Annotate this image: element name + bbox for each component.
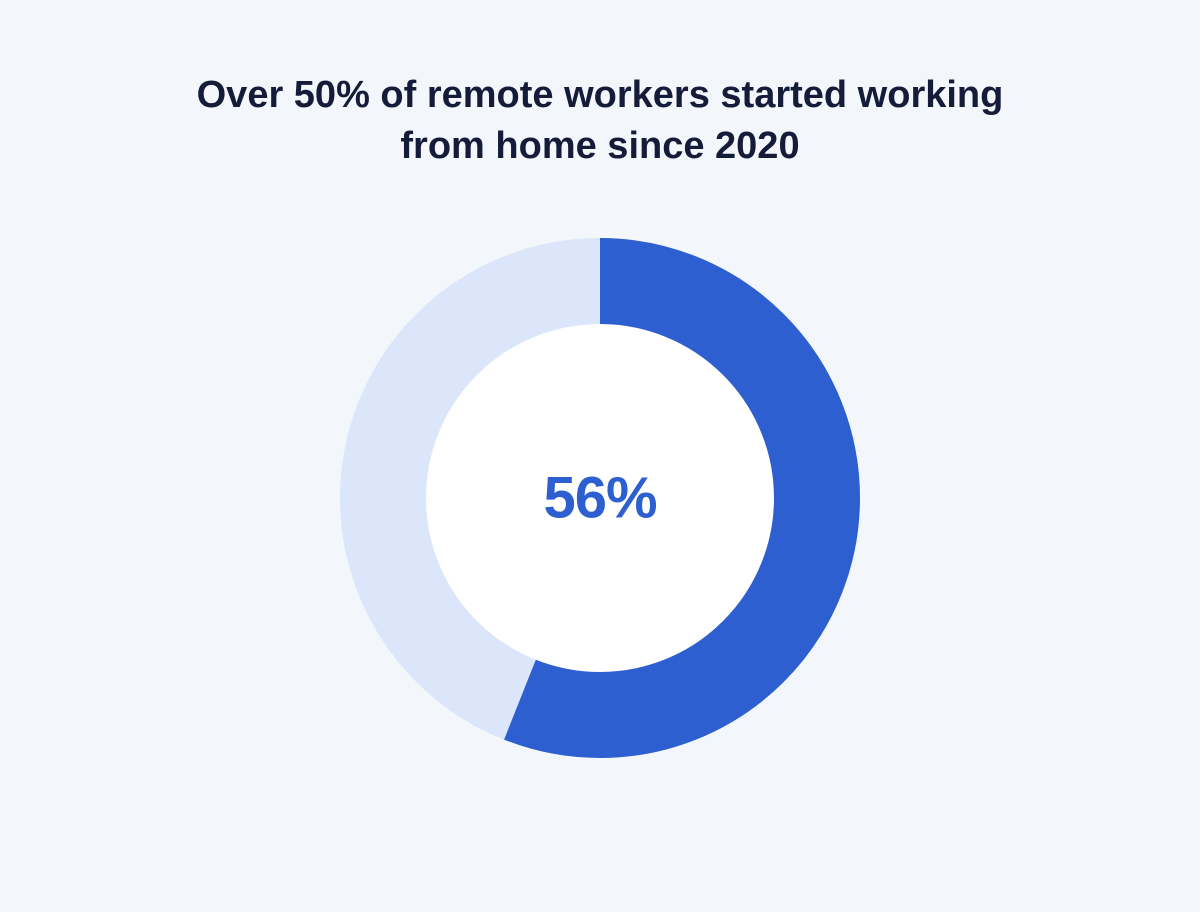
donut-chart-wrapper: 56%	[340, 238, 860, 758]
donut-center-label: 56%	[543, 464, 656, 531]
chart-title: Over 50% of remote workers started worki…	[175, 70, 1025, 173]
infographic-container: Over 50% of remote workers started worki…	[0, 0, 1200, 912]
